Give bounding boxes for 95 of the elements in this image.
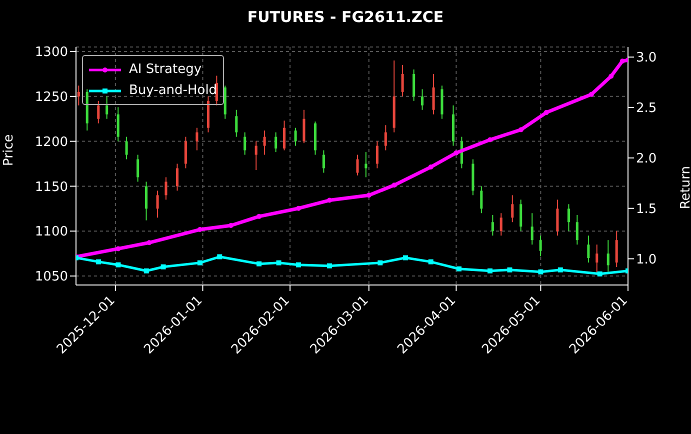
candlestick — [480, 186, 483, 214]
candlestick — [164, 176, 168, 200]
point — [392, 182, 397, 188]
candlestick — [511, 194, 514, 223]
y2-tick-label: 3.0 — [636, 50, 657, 66]
point — [276, 260, 282, 266]
candlestick — [116, 106, 120, 142]
y-tick-label: 1200 — [34, 134, 68, 150]
candlestick — [77, 85, 80, 106]
point — [454, 150, 459, 156]
point — [588, 92, 594, 97]
line-series — [76, 254, 628, 276]
point — [518, 127, 524, 132]
candlestick — [196, 127, 198, 151]
point — [558, 267, 563, 272]
point — [256, 214, 262, 219]
candlestick — [106, 96, 108, 120]
point — [544, 110, 549, 116]
point — [608, 74, 614, 79]
candlestick — [283, 120, 286, 151]
point — [620, 58, 625, 64]
y-tick-label: 1050 — [34, 270, 68, 285]
candlestick — [421, 88, 424, 110]
point — [197, 260, 202, 266]
candlestick — [401, 64, 404, 97]
y-tick-label: 1300 — [34, 45, 68, 60]
point — [403, 255, 408, 260]
y2-tick-label: 1.5 — [636, 202, 657, 217]
y-tick-label: 1250 — [34, 90, 68, 106]
candlestick — [294, 127, 297, 146]
point — [217, 254, 222, 260]
y-axis-title: Price — [2, 134, 17, 166]
candlestick — [576, 214, 578, 246]
point — [488, 137, 492, 142]
candlestick — [384, 124, 387, 151]
point — [228, 223, 234, 228]
candlestick — [263, 130, 266, 156]
candlestick — [412, 68, 416, 102]
point — [116, 246, 121, 252]
point — [296, 262, 301, 268]
candlestick — [145, 181, 148, 221]
y2-tick-label: 2.0 — [636, 152, 657, 167]
candlestick — [136, 154, 140, 182]
point — [378, 260, 383, 266]
point — [96, 259, 102, 264]
candlestick — [606, 240, 610, 272]
point — [456, 266, 462, 272]
point — [428, 259, 434, 264]
y-tick-label: 1150 — [34, 180, 68, 195]
candlestick — [302, 109, 306, 144]
candlestick — [244, 132, 246, 156]
candlestick — [254, 140, 258, 171]
point — [326, 198, 332, 203]
point — [488, 268, 492, 274]
chart-title: FUTURES - FG2611.ZCE — [246, 8, 445, 26]
point — [507, 267, 512, 272]
point — [326, 263, 332, 268]
candlestick — [235, 109, 238, 138]
candlestick — [356, 154, 359, 176]
candlestick — [556, 199, 559, 236]
candlestick — [156, 190, 159, 218]
candlestick — [184, 136, 187, 169]
candlestick — [520, 199, 522, 232]
candlestick — [491, 214, 494, 236]
point — [144, 268, 149, 274]
point — [428, 164, 434, 170]
point — [197, 227, 202, 232]
candlestick — [530, 212, 534, 246]
candlestick — [97, 100, 100, 124]
candlestick — [615, 230, 618, 268]
candlestick — [500, 212, 502, 236]
point — [296, 206, 301, 211]
y2-tick-label: 2.5 — [636, 101, 657, 116]
point — [538, 269, 544, 274]
point — [116, 262, 121, 268]
candlestick — [125, 136, 128, 160]
point — [256, 261, 262, 266]
candlestick — [596, 244, 598, 275]
point — [366, 192, 372, 198]
y-tick-label: 1100 — [34, 224, 68, 240]
candlestick — [322, 150, 325, 174]
candlestick — [176, 163, 179, 192]
point — [597, 271, 602, 276]
candlestick — [432, 73, 435, 115]
candlestick — [274, 132, 278, 153]
y2-axis-title: Return — [678, 166, 691, 210]
point — [146, 240, 152, 246]
candlestick — [567, 204, 570, 232]
candlestick — [587, 235, 590, 264]
y2-tick-label: 1.0 — [636, 252, 657, 268]
candlestick — [376, 140, 378, 169]
point — [160, 264, 166, 270]
legend-label: AI Strategy — [129, 61, 202, 79]
line-series — [76, 58, 628, 260]
candlestick — [539, 235, 542, 257]
